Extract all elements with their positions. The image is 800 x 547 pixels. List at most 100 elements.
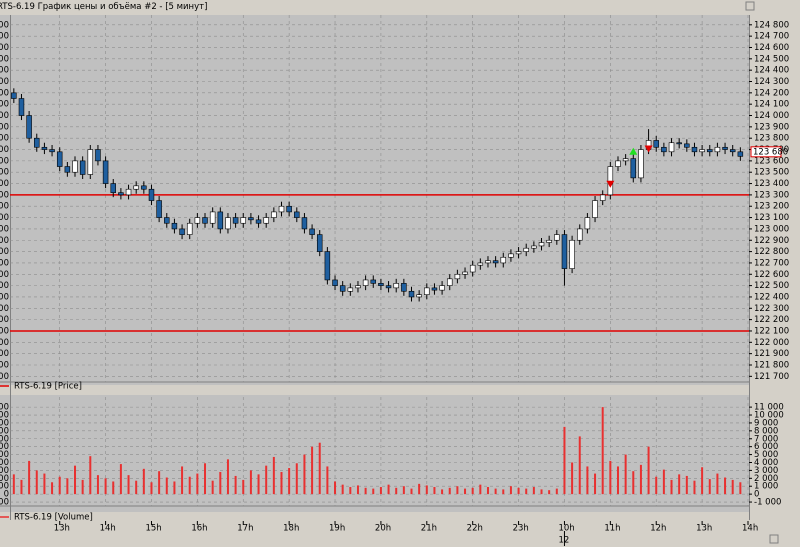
scroll-button[interactable] [769, 534, 779, 544]
volume-bar [58, 476, 61, 495]
candle-body [454, 273, 461, 280]
window-button[interactable] [745, 1, 755, 11]
candle-body [332, 279, 338, 286]
volume-bar [586, 466, 589, 495]
candle-body [286, 205, 292, 213]
candle-body [148, 188, 155, 201]
candle-body [401, 283, 407, 292]
y-tick-label: 124 700 [754, 32, 789, 42]
x-tick-label: 23h [513, 524, 529, 534]
candle-body [164, 217, 170, 224]
candle-body [49, 149, 55, 153]
x-tick-label: 18h [283, 524, 299, 534]
volume-bar [402, 486, 405, 495]
candle-body [64, 166, 71, 173]
y-tick-label-left: 123 800 [0, 134, 9, 144]
volume-bar [563, 426, 566, 495]
candle-body [729, 149, 736, 153]
volume-bar [578, 436, 581, 495]
y-tick-label-left: 124 100 [0, 100, 9, 110]
y-tick-label-left: 10 000 [0, 411, 9, 421]
candle-body [439, 285, 445, 291]
y-tick-label: 122 100 [754, 326, 789, 336]
volume-bar [678, 474, 681, 495]
y-tick-label: 4 000 [754, 458, 778, 468]
y-tick-label-left: 122 800 [0, 247, 9, 257]
y-tick-label-left: 123 600 [0, 156, 9, 166]
y-tick-label: 11 000 [754, 403, 784, 413]
last-price-label: 123 680 [753, 147, 788, 157]
volume-bar [379, 487, 382, 495]
volume-bar [456, 486, 459, 495]
candle-body [699, 149, 705, 153]
candle-body [347, 287, 354, 292]
volume-bar [494, 488, 497, 495]
volume-bar [532, 487, 535, 495]
x-tick-label: 14h [742, 524, 758, 534]
candle-body [240, 217, 247, 224]
volume-bar [181, 466, 184, 495]
volume-bar [66, 478, 69, 495]
candle-body [592, 200, 598, 218]
candle-body [278, 205, 285, 213]
volume-bar [165, 477, 168, 495]
y-tick-label-left: 7 000 [0, 434, 9, 444]
volume-bar [441, 489, 444, 495]
volume-bar [288, 468, 291, 495]
volume-bar [410, 488, 413, 495]
y-tick-label: 123 400 [754, 179, 789, 189]
volume-bar [318, 442, 321, 495]
candle-body [668, 142, 675, 153]
volume-bar [51, 482, 54, 495]
y-tick-label-left: 123 300 [0, 190, 9, 200]
y-tick-label: 122 900 [754, 236, 789, 246]
x-tick-label: 19h [329, 524, 345, 534]
y-tick-label: 9 000 [754, 418, 778, 428]
x-tick-label: 13h [54, 524, 70, 534]
volume-bar [364, 487, 367, 495]
y-tick-label: 124 100 [754, 100, 789, 110]
x-tick-label: 17h [237, 524, 253, 534]
volume-bar [609, 460, 612, 495]
last-price-box [750, 146, 782, 158]
candle-body [431, 287, 438, 291]
candle-body [676, 142, 682, 145]
y-tick-label-left: 122 100 [0, 326, 9, 336]
y-tick-label-left: 9 000 [0, 418, 9, 428]
volume-bar [594, 473, 597, 495]
candle-body [599, 194, 606, 201]
candle-body [684, 143, 690, 148]
volume-bar [96, 475, 99, 495]
volume-bar [20, 479, 23, 495]
y-tick-label: 122 200 [754, 315, 789, 325]
candle-body [500, 256, 507, 264]
y-tick-label-left: 124 700 [0, 32, 9, 42]
volume-bar [249, 470, 252, 495]
candle-body [110, 183, 116, 193]
y-tick-label-left: 123 000 [0, 224, 9, 234]
y-tick-label: 123 800 [754, 134, 789, 144]
y-tick-label: 124 200 [754, 88, 789, 98]
x-tick-label: 21h [421, 524, 437, 534]
candle-body [324, 251, 331, 281]
volume-bar [81, 479, 84, 495]
y-tick-label: 122 700 [754, 258, 789, 268]
volume-bar [204, 463, 207, 495]
signal-marker [644, 145, 653, 153]
volume-bar [724, 477, 727, 495]
volume-bar [693, 480, 696, 495]
volume-bar [685, 475, 688, 495]
y-tick-label-left: 124 600 [0, 43, 9, 53]
y-tick-label-left: 2 000 [0, 474, 9, 484]
volume-bar [387, 484, 390, 495]
volume-bar [272, 456, 275, 495]
y-tick-label: -1 000 [754, 498, 781, 508]
candle-body [255, 219, 262, 224]
candle-body [339, 285, 346, 292]
y-tick-label-left: 122 700 [0, 258, 9, 268]
volume-bar [334, 481, 337, 495]
signal-marker [606, 180, 615, 188]
y-tick-label-left: 8 000 [0, 426, 9, 436]
y-tick-label-left: 123 500 [0, 168, 9, 178]
y-tick-label-left: 123 400 [0, 179, 9, 189]
